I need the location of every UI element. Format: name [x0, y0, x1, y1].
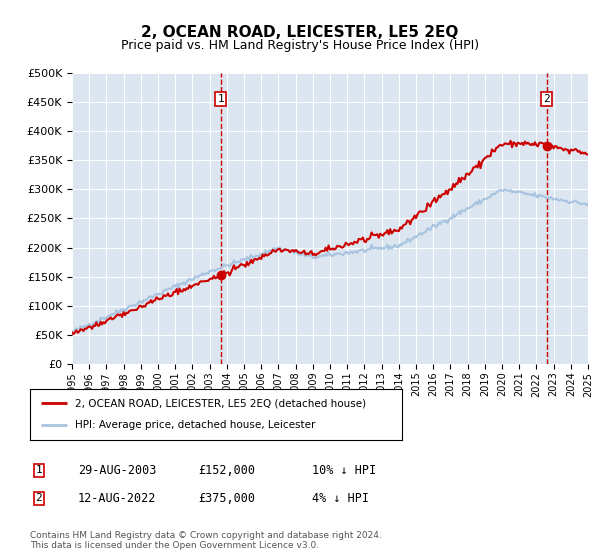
Text: 2: 2	[35, 493, 43, 503]
Text: 12-AUG-2022: 12-AUG-2022	[78, 492, 157, 505]
Text: £375,000: £375,000	[198, 492, 255, 505]
Text: HPI: Average price, detached house, Leicester: HPI: Average price, detached house, Leic…	[74, 421, 315, 431]
Text: 29-AUG-2003: 29-AUG-2003	[78, 464, 157, 477]
Text: 1: 1	[35, 465, 43, 475]
Text: £152,000: £152,000	[198, 464, 255, 477]
Text: 1: 1	[217, 94, 224, 104]
Text: Contains HM Land Registry data © Crown copyright and database right 2024.
This d: Contains HM Land Registry data © Crown c…	[30, 530, 382, 550]
Text: 10% ↓ HPI: 10% ↓ HPI	[312, 464, 376, 477]
Text: 2, OCEAN ROAD, LEICESTER, LE5 2EQ (detached house): 2, OCEAN ROAD, LEICESTER, LE5 2EQ (detac…	[74, 398, 366, 408]
Text: 2: 2	[544, 94, 550, 104]
Text: 4% ↓ HPI: 4% ↓ HPI	[312, 492, 369, 505]
Text: 2, OCEAN ROAD, LEICESTER, LE5 2EQ: 2, OCEAN ROAD, LEICESTER, LE5 2EQ	[142, 25, 458, 40]
Text: Price paid vs. HM Land Registry's House Price Index (HPI): Price paid vs. HM Land Registry's House …	[121, 39, 479, 52]
